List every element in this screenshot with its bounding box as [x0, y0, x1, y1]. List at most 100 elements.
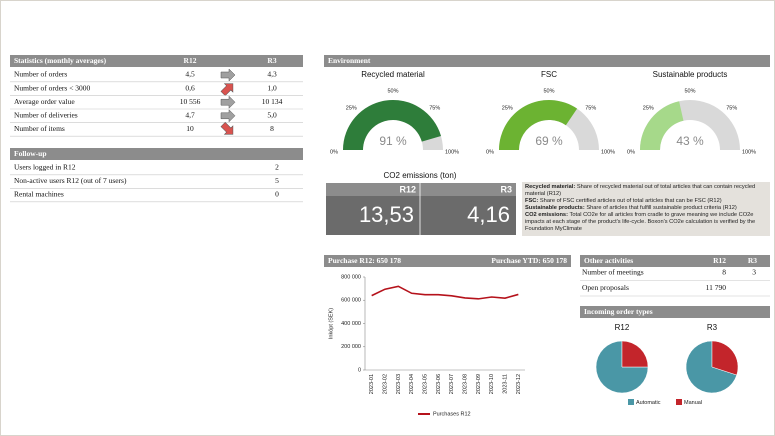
line-series: [371, 285, 519, 300]
cell-value: 0: [275, 190, 279, 199]
x-tick-label: 2023-01: [369, 374, 375, 394]
row-label: Average order value: [14, 97, 75, 106]
section-title: Incoming order types: [584, 307, 653, 316]
trend-arrow: [220, 95, 236, 109]
co2-title: CO2 emissions (ton): [384, 171, 457, 180]
table-title: Statistics (monthly averages): [14, 56, 107, 65]
gauge-tick-label: 75%: [429, 106, 440, 112]
description-text: Share of recycled material out of total …: [525, 184, 756, 197]
description-term: FSC:: [525, 197, 539, 204]
gauge-tick-label: 50%: [543, 88, 554, 94]
row-label: Number of orders < 3000: [14, 83, 91, 92]
cell-value: 0,6: [185, 83, 195, 92]
table-title: Follow-up: [14, 149, 47, 158]
description-entry: FSC: Share of FSC certified articles out…: [525, 198, 767, 205]
pie-slice: [595, 340, 649, 394]
pie-slice: [711, 340, 739, 376]
gauge-tick-label: 0%: [330, 149, 338, 155]
description-entry: CO2 emissions: Total CO2e for all articl…: [525, 212, 767, 233]
row-label: Non-active users R12 (out of 7 users): [14, 176, 127, 185]
description-text: Share of articles that fulfill sustainab…: [584, 204, 737, 211]
y-tick-label: 0: [358, 367, 361, 373]
co2-value: 4,16: [467, 202, 510, 227]
description-entry: Sustainable products: Share of articles …: [525, 205, 767, 212]
gauge-title: FSC: [541, 70, 557, 79]
x-tick-label: 2023-09: [476, 374, 482, 394]
x-tick-label: 2023-02: [382, 374, 388, 394]
gauge-value: 43 %: [676, 134, 704, 148]
row-label: Users logged in R12: [14, 163, 76, 172]
cell-value: 8: [270, 124, 274, 133]
column-header: R12: [713, 256, 726, 265]
legend-label: Manual: [684, 400, 702, 406]
purchase-ytd: Purchase YTD: 650 178: [491, 256, 567, 265]
header-bar: [10, 148, 303, 160]
cell-value: 4,7: [185, 111, 195, 120]
pie-slice: [621, 340, 649, 368]
gauge-title: Sustainable products: [653, 70, 728, 79]
gauge-fill: [499, 99, 578, 150]
description-term: CO2 emissions:: [525, 211, 568, 218]
y-tick-label: 800 000: [341, 274, 361, 280]
gauge-tick-label: 100%: [742, 149, 756, 155]
x-tick-label: 2023-11: [502, 374, 508, 394]
cell-value: 1,0: [267, 83, 277, 92]
co2-value: 13,53: [359, 202, 414, 227]
row-label: Open proposals: [582, 283, 629, 292]
x-tick-label: 2023-10: [489, 374, 495, 394]
gauge-tick-label: 25%: [502, 106, 513, 112]
y-tick-label: 600 000: [341, 298, 361, 304]
gauge-tick-label: 75%: [585, 106, 596, 112]
row-label: Number of orders: [14, 70, 67, 79]
gauge-tick-label: 0%: [486, 149, 494, 155]
cell-value: 3: [752, 268, 756, 277]
trend-arrow: [220, 109, 236, 123]
cell-value: 4,5: [185, 70, 195, 79]
x-tick-label: 2023-04: [409, 374, 415, 394]
gauge-tick-label: 100%: [445, 149, 459, 155]
row-label: Rental machines: [14, 190, 64, 199]
co2-header: [326, 183, 516, 196]
header-bar: [10, 55, 303, 67]
gauge-fill: [640, 101, 684, 150]
description-term: Recycled material:: [525, 184, 576, 190]
legend-swatch: [628, 399, 634, 405]
header-bar: [580, 306, 770, 318]
x-tick-label: 2023-08: [462, 374, 468, 394]
pie-slice: [685, 340, 738, 394]
column-header: R3: [748, 256, 757, 265]
cell-value: 5: [275, 176, 279, 185]
x-tick-label: 2023-12: [516, 374, 522, 394]
gauge-tick-label: 0%: [627, 149, 635, 155]
table-title: Other activities: [584, 256, 633, 265]
x-tick-label: 2023-05: [422, 374, 428, 394]
cell-value: 10: [186, 124, 194, 133]
gauge-value: 91 %: [379, 134, 407, 148]
y-axis-label: Inköpt (SEK): [328, 308, 334, 339]
gauge-tick-label: 50%: [684, 88, 695, 94]
cell-value: 2: [275, 163, 279, 172]
pie-title: R3: [707, 323, 718, 332]
gauge-tick-label: 25%: [346, 106, 357, 112]
header-bar: [580, 255, 770, 267]
cell-value: 10 134: [262, 97, 283, 106]
legend-swatch: [676, 399, 682, 405]
description-box: Recycled material: Share of recycled mat…: [522, 182, 770, 236]
description-text: Share of FSC certified articles out of t…: [538, 197, 722, 204]
gauge-tick-label: 100%: [601, 149, 615, 155]
cell-value: 4,3: [267, 70, 277, 79]
header-bar: [324, 255, 571, 267]
gauge-tick-label: 50%: [387, 88, 398, 94]
gauge-tick-label: 75%: [726, 106, 737, 112]
co2-body: [326, 196, 516, 235]
legend-label: Purchases R12: [433, 411, 471, 417]
column-header: R3: [267, 56, 276, 65]
description-entry: Recycled material: Share of recycled mat…: [525, 184, 767, 198]
trend-arrow: [220, 68, 236, 82]
cell-value: 11 790: [706, 283, 727, 292]
gauge-title: Recycled material: [361, 70, 425, 79]
legend-label: Automatic: [636, 400, 661, 406]
row-label: Number of meetings: [582, 268, 644, 277]
trend-arrow: [220, 83, 234, 97]
